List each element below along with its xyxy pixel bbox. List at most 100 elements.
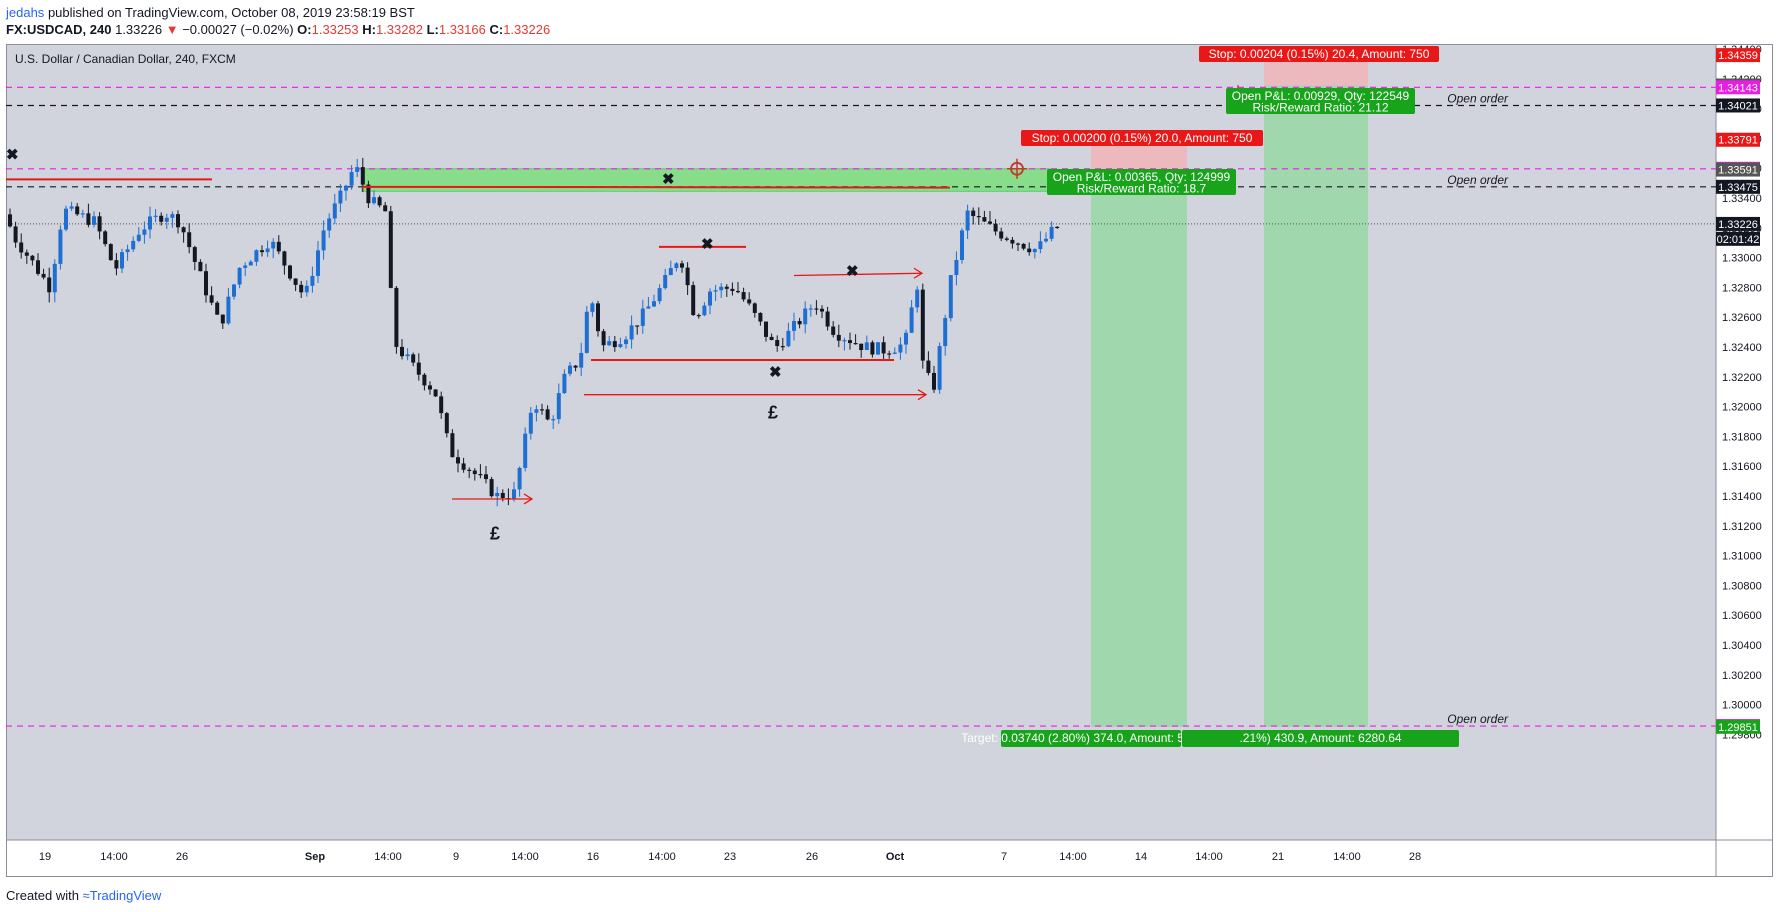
- candle[interactable]: [1004, 236, 1009, 242]
- candle[interactable]: [75, 202, 80, 216]
- time-axis-bg[interactable]: [6, 840, 1716, 877]
- candle[interactable]: [668, 260, 673, 276]
- candle[interactable]: [198, 259, 203, 272]
- candle[interactable]: [652, 294, 656, 308]
- candle[interactable]: [640, 299, 645, 334]
- candle[interactable]: [461, 457, 466, 473]
- candle[interactable]: [260, 245, 264, 257]
- candle[interactable]: [1016, 242, 1020, 252]
- candle[interactable]: [321, 220, 326, 260]
- candle[interactable]: [467, 467, 472, 479]
- position-1-target-zone[interactable]: [1091, 169, 1187, 727]
- candle[interactable]: [276, 235, 281, 255]
- candle[interactable]: [708, 288, 712, 315]
- candle[interactable]: [377, 195, 382, 208]
- candle[interactable]: [41, 268, 46, 280]
- candle[interactable]: [629, 315, 634, 349]
- candle[interactable]: [808, 304, 813, 317]
- candle[interactable]: [1021, 243, 1026, 251]
- candle[interactable]: [982, 210, 987, 222]
- candle[interactable]: [831, 321, 836, 338]
- candle[interactable]: [646, 296, 651, 309]
- price-chart[interactable]: Open order Open order Open order ✖ ✖ ✖ ✖ ✖ £ £ S…: [6, 44, 1773, 877]
- candle[interactable]: [736, 281, 740, 294]
- candle[interactable]: [915, 286, 920, 313]
- candle[interactable]: [579, 342, 584, 377]
- candle[interactable]: [596, 300, 600, 337]
- candle[interactable]: [618, 337, 623, 349]
- candle[interactable]: [797, 317, 802, 329]
- candle[interactable]: [237, 267, 242, 289]
- candle[interactable]: [13, 221, 18, 248]
- candle[interactable]: [786, 322, 791, 348]
- candle[interactable]: [394, 285, 399, 354]
- candle[interactable]: [36, 253, 40, 276]
- candle[interactable]: [1032, 248, 1037, 259]
- candle[interactable]: [366, 180, 371, 209]
- candle[interactable]: [590, 301, 595, 317]
- price-label-2[interactable]: 1.34143: [1716, 80, 1760, 95]
- candle[interactable]: [814, 300, 819, 315]
- candle[interactable]: [881, 336, 886, 360]
- candle[interactable]: [887, 350, 892, 359]
- candle[interactable]: [551, 415, 556, 430]
- candle[interactable]: [758, 312, 763, 326]
- candle[interactable]: [624, 336, 628, 349]
- candle[interactable]: [1044, 232, 1048, 243]
- candle[interactable]: [769, 333, 774, 341]
- candle[interactable]: [954, 251, 959, 286]
- candle[interactable]: [405, 348, 410, 361]
- candle[interactable]: [607, 335, 612, 347]
- candle[interactable]: [153, 209, 158, 223]
- price-label-11[interactable]: 1.29851: [1716, 719, 1760, 734]
- candle[interactable]: [971, 207, 976, 225]
- candle[interactable]: [517, 466, 522, 497]
- crosshair-icon-1[interactable]: [1007, 158, 1027, 179]
- candle[interactable]: [248, 260, 253, 266]
- candle[interactable]: [528, 407, 533, 440]
- candle[interactable]: [456, 449, 460, 473]
- candle[interactable]: [820, 305, 824, 319]
- candle[interactable]: [125, 244, 130, 261]
- candle[interactable]: [24, 249, 29, 264]
- candle[interactable]: [142, 221, 147, 244]
- candle[interactable]: [30, 254, 35, 266]
- candle[interactable]: [780, 337, 785, 351]
- candle[interactable]: [870, 340, 875, 358]
- candle[interactable]: [792, 312, 796, 341]
- candle[interactable]: [853, 334, 858, 345]
- candle[interactable]: [926, 351, 931, 376]
- candle[interactable]: [1010, 236, 1015, 249]
- candle[interactable]: [876, 342, 880, 355]
- candle[interactable]: [411, 352, 416, 367]
- candle[interactable]: [450, 429, 455, 458]
- candle[interactable]: [512, 481, 516, 502]
- candle[interactable]: [192, 245, 197, 271]
- candle[interactable]: [349, 165, 354, 190]
- candle[interactable]: [775, 335, 780, 352]
- candle[interactable]: [265, 240, 270, 257]
- position-2-stop-label[interactable]: Stop: 0.00204 (0.15%) 20.4, Amount: 750: [1199, 46, 1439, 62]
- candle[interactable]: [943, 314, 948, 356]
- candle[interactable]: [8, 208, 12, 228]
- candle[interactable]: [80, 209, 85, 218]
- candle[interactable]: [612, 336, 617, 352]
- candle[interactable]: [288, 264, 292, 281]
- candle[interactable]: [327, 213, 332, 238]
- candle[interactable]: [892, 347, 897, 355]
- candle[interactable]: [187, 223, 192, 254]
- candle[interactable]: [932, 365, 936, 393]
- candle[interactable]: [215, 300, 220, 316]
- candle[interactable]: [584, 306, 589, 354]
- candle[interactable]: [400, 339, 404, 360]
- price-label-0[interactable]: 1.34359: [1716, 48, 1760, 63]
- candle[interactable]: [181, 226, 186, 243]
- candle[interactable]: [663, 268, 668, 290]
- candle[interactable]: [898, 337, 903, 360]
- candle[interactable]: [439, 391, 444, 419]
- candle[interactable]: [540, 403, 544, 415]
- candle[interactable]: [344, 184, 348, 201]
- candle[interactable]: [534, 405, 539, 422]
- candle[interactable]: [937, 342, 942, 394]
- candle[interactable]: [114, 253, 119, 276]
